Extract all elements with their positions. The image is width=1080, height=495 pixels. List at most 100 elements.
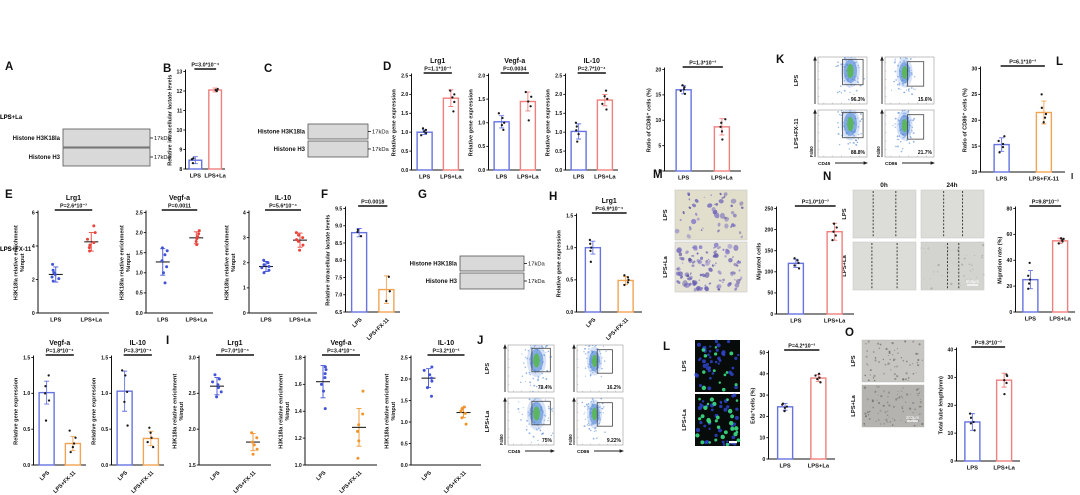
- svg-text:3: 3: [243, 235, 246, 241]
- flow-gate: [531, 347, 551, 373]
- svg-text:LPS+La: LPS+La: [842, 255, 848, 277]
- bar-D2-LPS+La: [519, 100, 537, 171]
- panel-label-D: D: [383, 61, 392, 73]
- svg-text:LPS+FX-11: LPS+FX-11: [0, 247, 32, 253]
- svg-text:H3K18la relative enrichment: H3K18la relative enrichment: [225, 225, 231, 300]
- chart-D2: 0.0 0.5 1.0 1.5 2.0 Relative gene expression V…: [467, 55, 544, 183]
- panel-label-G: G: [418, 189, 427, 201]
- svg-text:LPS: LPS: [967, 466, 978, 472]
- svg-text:LPS+La: LPS+La: [81, 318, 103, 324]
- svg-text:LPS: LPS: [117, 470, 129, 482]
- panel-label-L: L: [663, 341, 671, 353]
- svg-text:LPS+La: LPS+La: [1049, 317, 1071, 323]
- svg-text:LPS+La: LPS+La: [440, 175, 462, 181]
- bar-CD86La-LPS: [675, 89, 692, 172]
- svg-text:P=4.2*10⁻³: P=4.2*10⁻³: [788, 344, 815, 350]
- svg-text:Histone H3K18la: Histone H3K18la: [13, 136, 61, 142]
- svg-text:4: 4: [243, 210, 246, 216]
- svg-text:Migration rate (%): Migration rate (%): [998, 236, 1004, 283]
- svg-text:Relative gene expression: Relative gene expression: [14, 377, 20, 445]
- bar-D1-LPS: [416, 131, 433, 171]
- svg-text:LPS+FX-11: LPS+FX-11: [1029, 177, 1060, 183]
- chart-B: 8 9 10 11 12 13 Relative intracellular lactate…: [166, 58, 228, 182]
- svg-text:Lrg1: Lrg1: [430, 58, 445, 65]
- chart-I1: 1.5 2.0 2.5 3.0 H3K18la relative enrichment%…: [171, 337, 274, 495]
- svg-text:P=3.0*10⁻⁴: P=3.0*10⁻⁴: [191, 63, 219, 69]
- svg-text:0: 0: [32, 311, 35, 317]
- svg-text:17kDa: 17kDa: [528, 279, 546, 285]
- svg-text:LPS: LPS: [1025, 317, 1036, 323]
- svg-text:100: 100: [765, 270, 774, 276]
- flow-gate: [842, 58, 864, 86]
- svg-text:2.0: 2.0: [189, 427, 196, 433]
- flow-panel-K: LPS LPS+FX-11 96.3% 88.8% F4/80 CD45 15.6% 21.7…: [794, 56, 935, 167]
- svg-text:15: 15: [972, 144, 978, 150]
- svg-text:P=1.0*10⁻³: P=1.0*10⁻³: [802, 200, 829, 206]
- chart-D1: 0.0 0.5 1.0 1.5 2.0 2.5 Relative gene expressi…: [390, 55, 467, 183]
- svg-text:LPS+La: LPS+La: [711, 176, 733, 182]
- svg-text:15.6%: 15.6%: [918, 97, 933, 103]
- svg-text:Ratio of CD86⁺ cells (%): Ratio of CD86⁺ cells (%): [646, 88, 653, 152]
- svg-text:0: 0: [950, 459, 953, 465]
- svg-text:1.6: 1.6: [295, 382, 302, 388]
- svg-text:16.2%: 16.2%: [607, 385, 622, 391]
- svg-text:17kDa: 17kDa: [372, 130, 390, 136]
- svg-text:1.5: 1.5: [566, 213, 573, 219]
- svg-text:LPS: LPS: [794, 75, 800, 86]
- svg-text:3.0: 3.0: [189, 355, 196, 361]
- svg-text:1.5: 1.5: [555, 111, 562, 117]
- chart-Mbar: 0 50 100 150 200 250 Migrated cells P=1.0*10⁻³ L…: [755, 195, 857, 327]
- flow-gate: [842, 111, 864, 139]
- svg-text:1.5: 1.5: [401, 111, 408, 117]
- svg-text:0.5: 0.5: [136, 291, 143, 297]
- svg-text:20: 20: [1007, 284, 1013, 290]
- svg-text:Ratio of CD86⁺ cells (%): Ratio of CD86⁺ cells (%): [962, 88, 969, 152]
- svg-text:50: 50: [768, 291, 774, 297]
- svg-text:LPS: LPS: [842, 208, 848, 219]
- svg-text:LPS+FX-11: LPS+FX-11: [794, 118, 800, 149]
- svg-text:2.5: 2.5: [136, 210, 143, 216]
- svg-text:LPS+La: LPS+La: [824, 319, 846, 325]
- panel-label-L2: L: [1056, 56, 1064, 68]
- svg-text:1.5: 1.5: [478, 97, 485, 103]
- svg-text:F4/80: F4/80: [809, 146, 814, 157]
- svg-text:60: 60: [1007, 232, 1013, 238]
- svg-text:24h: 24h: [946, 182, 957, 189]
- svg-text:Histone H3: Histone H3: [29, 155, 61, 161]
- svg-text:10: 10: [177, 128, 183, 134]
- svg-text:2.5: 2.5: [401, 73, 408, 79]
- svg-text:F4/80: F4/80: [499, 434, 504, 445]
- chart-CD86La: 0 5 10 15 20 Ratio of CD86⁺ cells (%) P=1.3*10…: [645, 56, 744, 184]
- svg-text:40: 40: [760, 372, 766, 378]
- svg-text:LPS+La: LPS+La: [517, 175, 539, 181]
- svg-text:LPS: LPS: [682, 360, 688, 371]
- svg-text:LPS: LPS: [157, 318, 168, 324]
- svg-text:79.4%: 79.4%: [538, 385, 553, 391]
- panel-N-images: LPS LPS+La 0h 24h 500μm: [842, 182, 985, 291]
- svg-text:2.0: 2.0: [401, 92, 408, 98]
- svg-text:IL-10: IL-10: [275, 195, 291, 202]
- svg-text:0.5: 0.5: [555, 149, 562, 155]
- svg-text:1.5: 1.5: [136, 251, 143, 257]
- bar-Lbar-LPS: [776, 406, 794, 460]
- chart-R3I: 0.0 0.5 1.0 1.5 Relative gene expression IL-1…: [90, 337, 167, 495]
- svg-text:P=7.0*10⁻⁴: P=7.0*10⁻⁴: [221, 349, 249, 355]
- bar-F-LPS: [350, 231, 368, 313]
- blot-A: Histone H3K18la 17kDa Histone H3 17kDa: [13, 128, 172, 167]
- svg-text:1.0: 1.0: [136, 271, 143, 277]
- svg-text:8.0: 8.0: [335, 258, 342, 264]
- svg-text:%input: %input: [20, 253, 26, 272]
- svg-text:P=9.8*10⁻³: P=9.8*10⁻³: [1032, 200, 1059, 206]
- svg-text:LPS+La: LPS+La: [663, 256, 669, 278]
- svg-text:25: 25: [972, 92, 978, 98]
- svg-text:0.0: 0.0: [401, 463, 408, 469]
- svg-text:0h: 0h: [880, 182, 888, 189]
- svg-text:1.0: 1.0: [295, 463, 302, 469]
- svg-text:Histone H3K18la: Histone H3K18la: [258, 130, 306, 136]
- flow-gate: [907, 61, 925, 87]
- bar-Mbar-LPS+La: [826, 231, 843, 315]
- svg-text:IL-10: IL-10: [130, 340, 146, 347]
- svg-text:9.5: 9.5: [335, 206, 342, 212]
